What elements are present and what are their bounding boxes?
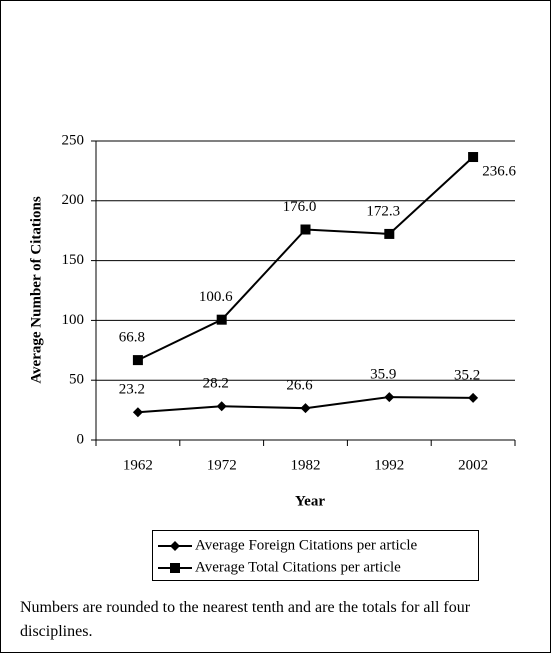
y-tick-label: 100	[62, 312, 85, 328]
data-label: 35.2	[454, 367, 480, 383]
x-tick-label: 1982	[291, 457, 321, 473]
data-label: 28.2	[203, 376, 229, 392]
legend-box	[152, 530, 479, 581]
data-label: 35.9	[370, 367, 396, 383]
data-label: 23.2	[119, 382, 145, 398]
legend-label: Average Total Citations per article	[195, 559, 401, 575]
x-tick-label: 1962	[123, 457, 153, 473]
data-label: 172.3	[366, 203, 400, 219]
marker	[132, 407, 143, 418]
x-axis-title: Year	[295, 493, 325, 509]
legend-label: Average Foreign Citations per article	[195, 537, 417, 553]
data-label: 236.6	[482, 163, 516, 179]
x-tick-label: 1972	[207, 457, 237, 473]
marker	[384, 392, 395, 403]
x-tick-label: 1992	[374, 457, 404, 473]
marker	[300, 403, 311, 414]
y-tick-label: 250	[62, 132, 85, 148]
series-line	[137, 156, 474, 362]
x-tick-label: 2002	[458, 457, 488, 473]
y-tick-label: 200	[62, 192, 85, 208]
marker	[132, 355, 143, 366]
data-label: 66.8	[119, 330, 145, 346]
marker	[170, 563, 180, 573]
marker	[468, 392, 479, 403]
marker	[216, 314, 227, 325]
note: Numbers are rounded to the nearest tenth…	[20, 599, 471, 640]
marker	[468, 152, 479, 163]
y-tick-label: 0	[77, 431, 85, 447]
marker	[300, 224, 311, 235]
data-label: 26.6	[286, 378, 313, 394]
y-axis-title: Average Number of Citations	[28, 196, 44, 383]
data-label: 176.0	[283, 199, 317, 215]
marker	[384, 228, 395, 239]
marker	[170, 541, 180, 551]
data-label: 100.6	[199, 289, 233, 305]
y-tick-label: 150	[62, 252, 85, 268]
marker	[216, 401, 227, 412]
y-tick-label: 50	[69, 372, 84, 388]
